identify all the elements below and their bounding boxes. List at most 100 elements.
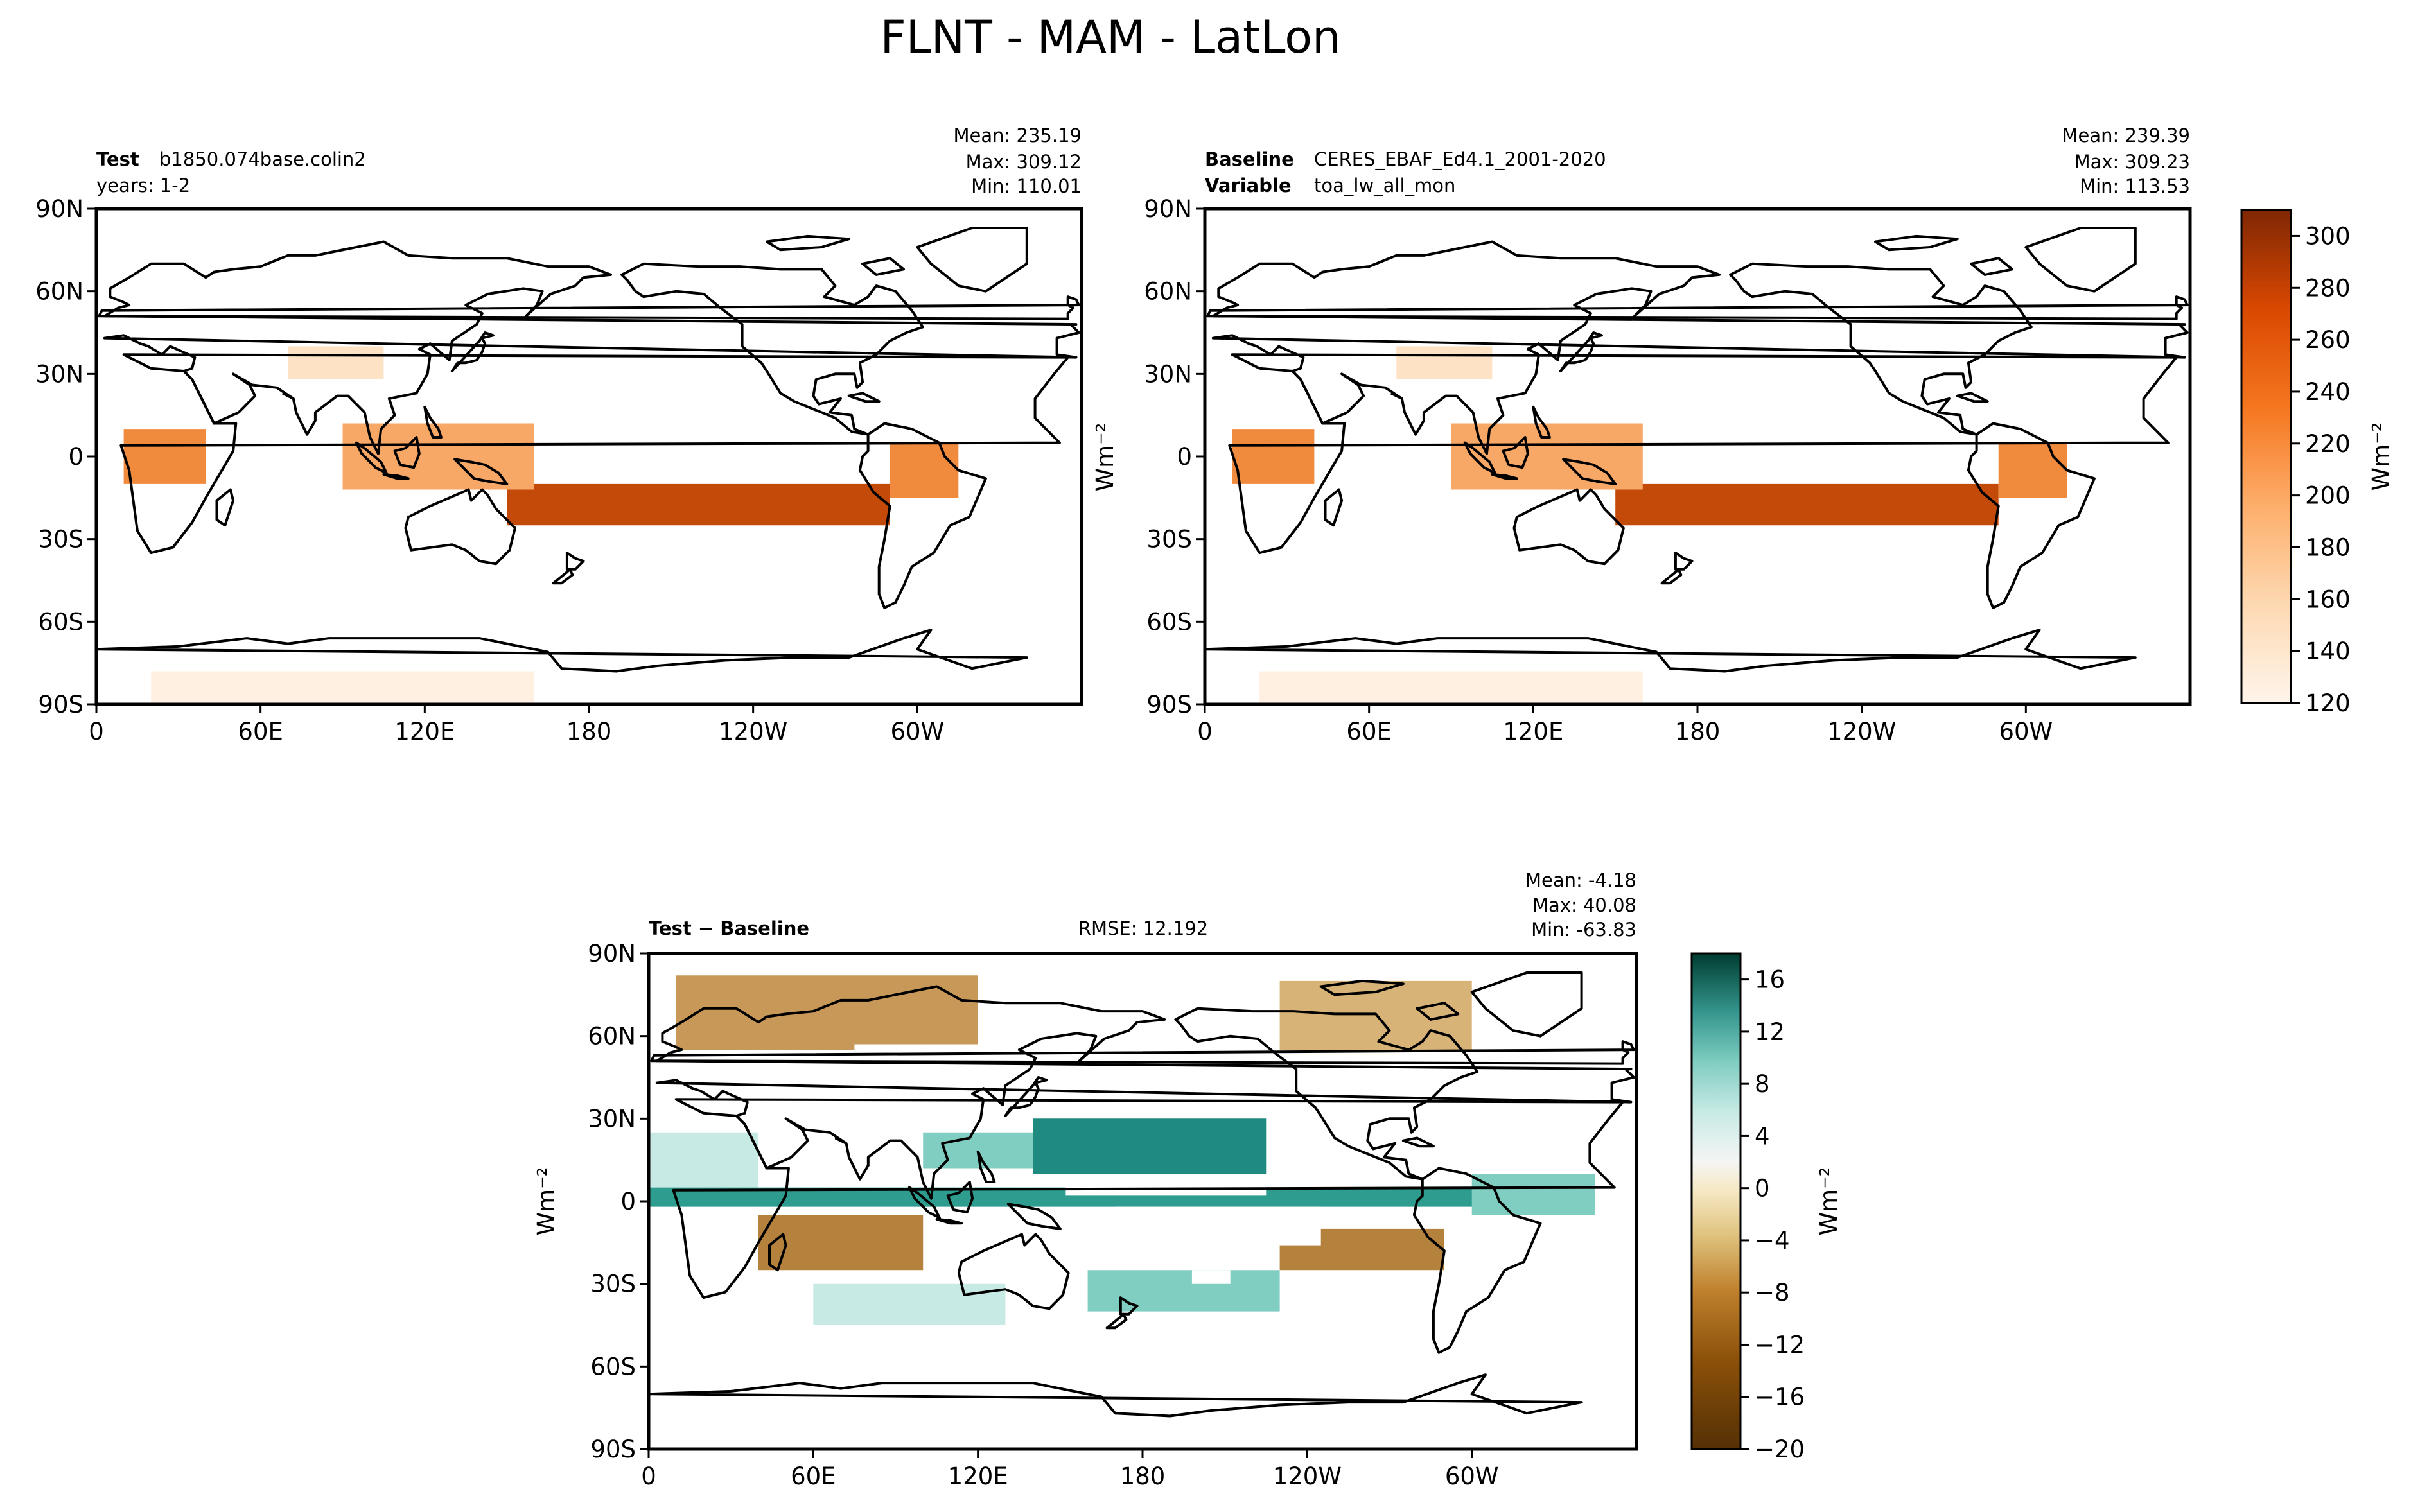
colorbar-tick-label: 160: [2305, 586, 2351, 613]
coastline-india-mark: [834, 1136, 847, 1145]
baseline-case-name: CERES_EBAF_Ed4.1_2001-2020: [1314, 148, 1606, 170]
coastline-new-zealand-south: [552, 568, 574, 585]
colorbar-tick-label: 120: [2305, 690, 2351, 717]
colorbar-tick-label: −8: [1755, 1279, 1790, 1307]
y-tick-label: 90S: [38, 691, 83, 718]
coastline-europe-asia: [103, 240, 1080, 455]
x-tick-label: 120E: [394, 718, 455, 745]
coastline-cuba: [1956, 392, 1989, 403]
coastline-arctic-islands: [1319, 979, 1405, 996]
coastline-madagascar: [215, 488, 235, 527]
y-tick-label: 90N: [588, 940, 636, 968]
baseline-panel: Baseline CERES_EBAF_Ed4.1_2001-2020 Vari…: [1144, 125, 2192, 745]
y-tick-label: 30S: [1146, 526, 1192, 553]
test-panel: Test b1850.074base.colin2 years: 1-2 Mea…: [35, 125, 1083, 745]
coastline-africa: [1228, 353, 2178, 555]
field-band: [923, 1132, 1033, 1169]
field-band: [649, 1187, 1582, 1207]
x-tick-label: 120W: [719, 718, 787, 745]
baseline-min: Min: 113.53: [2080, 175, 2190, 197]
field-band: [890, 442, 959, 498]
difference-min: Min: -63.83: [1531, 919, 1636, 941]
coastline-south-america: [1967, 422, 2096, 609]
variable-label: Variable: [1205, 175, 1292, 196]
x-tick-label: 0: [89, 718, 104, 745]
colorbar-tick-label: 0: [1755, 1175, 1770, 1203]
coastlines: [649, 971, 1635, 1418]
difference-units-label: Wm⁻²: [532, 1167, 560, 1236]
coastline-borneo: [1502, 436, 1529, 469]
coastline-greenland: [2024, 227, 2137, 293]
x-tick-label: 120E: [948, 1463, 1008, 1490]
coastline-cuba: [847, 392, 881, 403]
coastline-africa: [672, 1098, 1624, 1299]
difference-colorbar-fill: [1690, 952, 1742, 1450]
coastline-australia: [404, 488, 516, 566]
x-tick-label: 180: [1120, 1463, 1166, 1490]
coastline-africa: [119, 353, 1069, 555]
field-band: [1115, 1206, 1321, 1246]
coastline-madagascar: [768, 1233, 787, 1272]
coastline-cuba: [1401, 1136, 1435, 1148]
field-shading: [1232, 346, 2067, 704]
field-band: [1259, 671, 1643, 704]
coastline-india-mark: [1390, 392, 1403, 400]
orange-colorbar-label: Wm⁻²: [2367, 422, 2395, 491]
coastline-europe-asia: [655, 985, 1635, 1200]
colorbar-tick-label: −20: [1755, 1436, 1805, 1463]
y-tick-label: 0: [68, 443, 83, 471]
difference-max: Max: 40.08: [1532, 894, 1636, 916]
y-tick-label: 30N: [1144, 360, 1192, 388]
difference-colorbar-label: Wm⁻²: [1815, 1167, 1843, 1236]
test-max: Max: 309.12: [966, 151, 1082, 173]
coastline-arctic-islands: [1874, 234, 1959, 252]
difference-label: Test − Baseline: [649, 917, 809, 939]
x-tick-label: 120W: [1827, 718, 1896, 745]
colorbar-tick-label: 180: [2305, 534, 2351, 561]
coastline-greenland: [916, 227, 1028, 293]
field-band: [649, 1132, 758, 1188]
coastline-north-america: [1174, 1007, 1479, 1181]
colorbar-tick-label: 4: [1755, 1122, 1770, 1150]
coastline-borneo: [393, 436, 421, 469]
x-tick-label: 60W: [890, 718, 944, 745]
colorbar-tick-label: 300: [2305, 222, 2351, 250]
coastline-philippines: [1532, 405, 1551, 439]
coastline-uk: [650, 1040, 1635, 1065]
field-band: [1396, 346, 1493, 379]
variable-name: toa_lw_all_mon: [1314, 175, 1455, 196]
coastline-antarctica: [96, 629, 1028, 673]
field-band: [1998, 442, 2067, 498]
y-tick-label: 60S: [590, 1353, 636, 1380]
field-band: [1471, 1174, 1595, 1215]
x-tick-label: 180: [566, 718, 612, 745]
coastline-north-america: [1729, 262, 2033, 436]
coastline-new-zealand: [1119, 1296, 1139, 1316]
coastline-java: [1491, 473, 1518, 480]
coastline-arctic-islands-2: [1416, 1002, 1460, 1021]
y-tick-label: 30N: [35, 360, 83, 388]
field-band: [1087, 1270, 1280, 1312]
y-tick-label: 30S: [590, 1271, 636, 1298]
y-tick-label: 0: [620, 1188, 636, 1215]
colorbar-tick-label: 140: [2305, 638, 2351, 665]
colorbar-tick-label: 240: [2305, 378, 2351, 406]
baseline-max: Max: 309.23: [2074, 151, 2190, 173]
field-band: [1033, 1118, 1267, 1174]
colorbar-tick-label: 220: [2305, 430, 2351, 458]
coastline-new-guinea: [453, 458, 509, 485]
field-band: [813, 1283, 1006, 1325]
x-tick-label: 120E: [1503, 718, 1563, 745]
test-map: 0 60E 120E 180 120W 60W 90N 60N 30N 0 30S 60S 90S: [35, 195, 1083, 745]
x-tick-label: 120W: [1273, 1463, 1342, 1490]
colorbar-tick-label: 260: [2305, 326, 2351, 354]
coastline-antarctica: [1205, 629, 2137, 673]
baseline-map: 0 60E 120E 180 120W 60W 90N 60N 30N 0 30S 60S 90S: [1144, 195, 2192, 745]
colorbar-tick-label: 280: [2305, 274, 2351, 302]
y-tick-label: 60S: [1146, 608, 1192, 636]
field-band: [1191, 1270, 1231, 1284]
coastline-sumatra: [907, 1186, 941, 1219]
coastline-south-america: [1412, 1167, 1542, 1354]
field-band: [854, 1044, 978, 1086]
coastline-new-zealand-south: [1660, 568, 1683, 585]
